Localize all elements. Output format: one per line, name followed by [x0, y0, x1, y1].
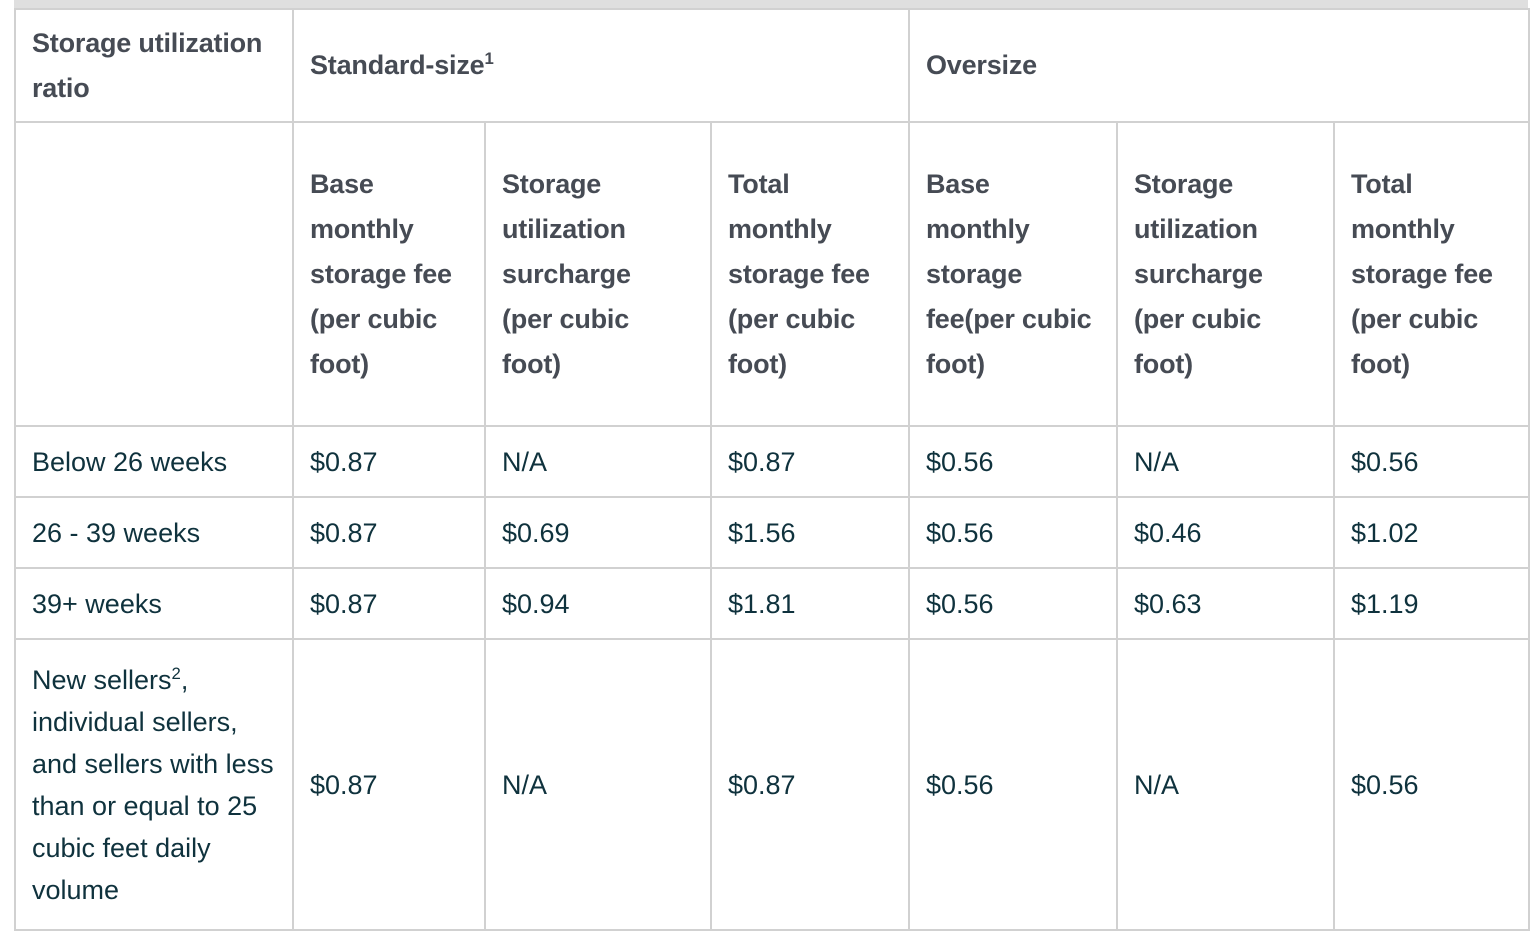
- row-label-text: Below 26 weeks: [32, 446, 228, 477]
- subheader-standard-surcharge: Storage utilization surcharge (per cubic…: [484, 121, 712, 427]
- fee-value-cell: $0.69: [484, 496, 712, 569]
- fee-value-cell: $0.63: [1116, 567, 1335, 640]
- row-label-text-continued: , individual sellers, and sellers with l…: [32, 664, 274, 905]
- subheader-oversize-total: Total monthly storage fee (per cubic foo…: [1332, 121, 1531, 427]
- subheader-oversize-base-fee: Base monthly storage fee(per cubic foot): [908, 121, 1118, 427]
- empty-corner-cell: [14, 121, 294, 427]
- cropped-gray-row-strip: [14, 0, 1528, 8]
- fee-value-cell: $0.46: [1116, 496, 1335, 569]
- group-header-oversize-label: Oversize: [926, 50, 1037, 80]
- table-row-below-26-weeks: Below 26 weeks $0.87 N/A $0.87 $0.56 N/A…: [14, 425, 1531, 498]
- row-label-text: New sellers: [32, 664, 172, 695]
- row-label-cell: 26 - 39 weeks: [14, 496, 294, 569]
- fee-value-cell: $0.56: [1332, 638, 1531, 931]
- fee-value-cell: $0.56: [908, 496, 1118, 569]
- storage-utilization-fee-table: Storage utilization ratio Standard-size1…: [14, 8, 1531, 931]
- table-row-26-39-weeks: 26 - 39 weeks $0.87 $0.69 $1.56 $0.56 $0…: [14, 496, 1531, 569]
- subheader-standard-total: Total monthly storage fee (per cubic foo…: [710, 121, 910, 427]
- subheader-standard-base-fee: Base monthly storage fee (per cubic foot…: [292, 121, 486, 427]
- footnote-superscript: 1: [484, 49, 494, 68]
- fee-value-cell: $0.94: [484, 567, 712, 640]
- fee-value-cell: $0.87: [292, 425, 486, 498]
- fee-value-cell: N/A: [484, 425, 712, 498]
- fee-value-cell: $0.56: [908, 567, 1118, 640]
- fee-value-cell: $0.87: [710, 638, 910, 931]
- fee-value-cell: $0.56: [1332, 425, 1531, 498]
- group-header-oversize: Oversize: [907, 8, 1531, 123]
- group-header-standard-size: Standard-size1: [292, 8, 910, 123]
- row-label-cell: Below 26 weeks: [14, 425, 294, 498]
- fee-value-cell: $0.87: [292, 496, 486, 569]
- fee-value-cell: $0.87: [292, 567, 486, 640]
- fee-value-cell: N/A: [484, 638, 712, 931]
- corner-header-cell: Storage utilization ratio: [14, 8, 294, 123]
- fee-value-cell: $1.56: [710, 496, 910, 569]
- table-row-39-plus-weeks: 39+ weeks $0.87 $0.94 $1.81 $0.56 $0.63 …: [14, 567, 1531, 640]
- row-label-cell: 39+ weeks: [14, 567, 294, 640]
- fee-value-cell: $1.81: [710, 567, 910, 640]
- storage-fee-table-container: Storage utilization ratio Standard-size1…: [14, 0, 1531, 931]
- group-header-row: Storage utilization ratio Standard-size1…: [14, 8, 1531, 123]
- fee-value-cell: $1.02: [1332, 496, 1531, 569]
- table-row-new-sellers: New sellers2, individual sellers, and se…: [14, 638, 1531, 931]
- fee-value-cell: N/A: [1116, 638, 1335, 931]
- row-label-text: 39+ weeks: [32, 588, 162, 619]
- group-header-standard-size-label: Standard-size: [310, 50, 485, 80]
- footnote-superscript: 2: [171, 663, 181, 683]
- fee-value-cell: $0.87: [292, 638, 486, 931]
- fee-value-cell: $0.87: [710, 425, 910, 498]
- fee-value-cell: N/A: [1116, 425, 1335, 498]
- sub-header-row: Base monthly storage fee (per cubic foot…: [14, 121, 1531, 427]
- fee-value-cell: $1.19: [1332, 567, 1531, 640]
- fee-value-cell: $0.56: [908, 425, 1118, 498]
- subheader-oversize-surcharge: Storage utilization surcharge (per cubic…: [1116, 121, 1335, 427]
- row-label-cell: New sellers2, individual sellers, and se…: [14, 638, 294, 931]
- fee-value-cell: $0.56: [908, 638, 1118, 931]
- row-label-text: 26 - 39 weeks: [32, 517, 201, 548]
